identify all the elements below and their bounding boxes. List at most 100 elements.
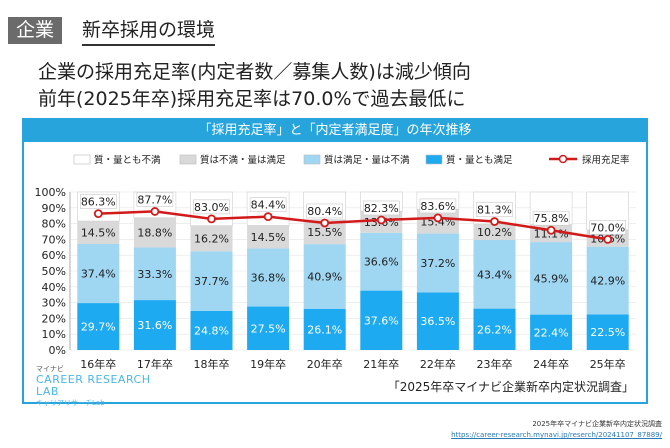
- chart-panel: 「採用充足率」と「内定者満足度」の年次推移 質・量とも不満 質は不満・量は満足 質は…: [22, 118, 648, 407]
- legend-label: 採用充足率: [582, 154, 630, 166]
- y-tick-label: 30%: [42, 297, 66, 310]
- legend-label: 質・量とも不満: [94, 154, 161, 166]
- data-label: 40.9%: [307, 270, 342, 283]
- data-label: 10.2%: [477, 226, 512, 239]
- headline-line-2: 前年(2025年卒)採用充足率は70.0%で過去最低に: [38, 88, 466, 110]
- bar-segment: [473, 308, 516, 350]
- x-tick-label: 25年卒: [590, 357, 626, 371]
- bar-segment: [473, 223, 516, 241]
- bar-segment: [77, 221, 120, 244]
- logo-ja: マイナビ: [36, 365, 64, 373]
- bar-segment: [247, 248, 290, 307]
- bar-segment: [530, 314, 573, 350]
- y-tick-label: 50%: [42, 265, 66, 278]
- data-label: 33.3%: [137, 268, 172, 281]
- bar-segment: [416, 233, 459, 293]
- section-tag: 企業: [8, 17, 63, 44]
- line-label-box: [419, 198, 457, 214]
- line-label-box: [532, 210, 570, 226]
- line-data-label: 87.7%: [137, 193, 172, 206]
- line-data-label: 86.3%: [81, 196, 116, 209]
- data-label: 29.7%: [81, 321, 116, 334]
- legend-line-marker: [558, 154, 568, 164]
- bar-segment: [303, 244, 346, 309]
- logo-sub: キャリアリサーチLab: [36, 399, 105, 407]
- data-label: 14.5%: [81, 227, 116, 240]
- bar-segment: [77, 243, 120, 304]
- data-label: 36.5%: [420, 315, 455, 328]
- data-label: 16.2%: [194, 232, 229, 245]
- legend-swatch: [179, 154, 197, 165]
- line-marker: [546, 225, 556, 235]
- bar-segment: [190, 310, 233, 350]
- x-tick-label: 16年卒: [80, 357, 116, 371]
- line-label-box: [79, 194, 117, 209]
- line-marker: [376, 215, 386, 225]
- bar-segment: [360, 290, 403, 350]
- y-tick-label: 40%: [42, 281, 66, 294]
- bar-segment: [530, 242, 573, 315]
- y-tick-label: 70%: [42, 233, 66, 246]
- legend-label: 質・量とも満足: [446, 154, 513, 166]
- y-tick-label: 0%: [49, 344, 66, 357]
- x-tick-label: 24年卒: [533, 357, 569, 371]
- legend-swatch: [73, 154, 91, 165]
- data-label: 37.4%: [81, 268, 116, 281]
- footer-url-link[interactable]: https://career-research.mynavi.jp/reserc…: [451, 431, 662, 439]
- data-label: 36.6%: [364, 256, 399, 269]
- bar-segment: [303, 308, 346, 350]
- logo-main-1: CAREER RESEARCH: [36, 373, 151, 386]
- data-label: 26.2%: [477, 323, 512, 336]
- line-marker: [207, 214, 216, 224]
- line-marker: [150, 207, 160, 216]
- data-label: 14.5%: [251, 231, 286, 244]
- line-label-box: [306, 203, 344, 219]
- line-marker: [93, 209, 103, 219]
- data-label: 18.8%: [137, 227, 172, 240]
- x-tick-label: 22年卒: [420, 357, 456, 371]
- line-data-label: 75.8%: [534, 212, 569, 225]
- y-tick-label: 20%: [42, 312, 66, 325]
- line-label-box: [362, 200, 400, 216]
- data-label: 37.7%: [194, 275, 229, 288]
- y-tick-label: 60%: [42, 249, 66, 262]
- bar-segment: [586, 246, 629, 315]
- data-label: 15.5%: [307, 226, 342, 239]
- line-label-box: [589, 220, 627, 235]
- y-tick-label: 90%: [42, 202, 66, 215]
- line-marker: [320, 218, 330, 228]
- data-label: 24.8%: [194, 324, 229, 337]
- y-tick-label: 10%: [42, 328, 66, 341]
- x-tick-label: 19年卒: [250, 357, 286, 371]
- line-label-box: [249, 197, 287, 212]
- line-label-box: [193, 199, 230, 215]
- line-marker: [603, 235, 613, 244]
- career-research-lab-logo: マイナビ CAREER RESEARCH LAB キャリアリサーチLab: [36, 364, 151, 408]
- bar-segment: [190, 225, 233, 252]
- data-label: 37.2%: [420, 257, 455, 270]
- x-tick-label: 20年卒: [307, 357, 343, 371]
- bar-segment: [416, 292, 459, 350]
- x-tick-label: 18年卒: [194, 357, 230, 371]
- legend-swatch: [303, 154, 321, 165]
- chart-source-note: 「2025年卒マイナビ企業新卒内定状況調査」: [387, 380, 634, 394]
- line-series: [98, 210, 608, 241]
- chart-svg: 質・量とも不満 質は不満・量は満足 質は満足・量は不満 質・量とも満足 採用充足率 0% 1…: [35, 154, 636, 371]
- line-data-label: 80.4%: [307, 205, 342, 218]
- line-marker: [490, 217, 499, 226]
- bar-segment: [133, 300, 176, 350]
- bar-segment: [133, 247, 176, 301]
- line-marker: [433, 213, 443, 223]
- data-label: 22.4%: [534, 326, 569, 339]
- section-title: 新卒採用の環境: [82, 17, 216, 46]
- data-label: 27.5%: [251, 322, 286, 335]
- legend-label: 質は満足・量は不満: [324, 154, 410, 166]
- x-tick-label: 21年卒: [363, 357, 399, 371]
- line-marker: [263, 212, 273, 222]
- line-data-label: 83.6%: [420, 200, 455, 213]
- bar-segment: [247, 306, 290, 350]
- bar-segment: [190, 251, 233, 311]
- headline-line-1: 企業の採用充足率(内定者数／募集人数)は減少傾向: [38, 61, 471, 83]
- line-data-label: 70.0%: [590, 221, 625, 234]
- chart-title: 「採用充足率」と「内定者満足度」の年次推移: [24, 120, 646, 142]
